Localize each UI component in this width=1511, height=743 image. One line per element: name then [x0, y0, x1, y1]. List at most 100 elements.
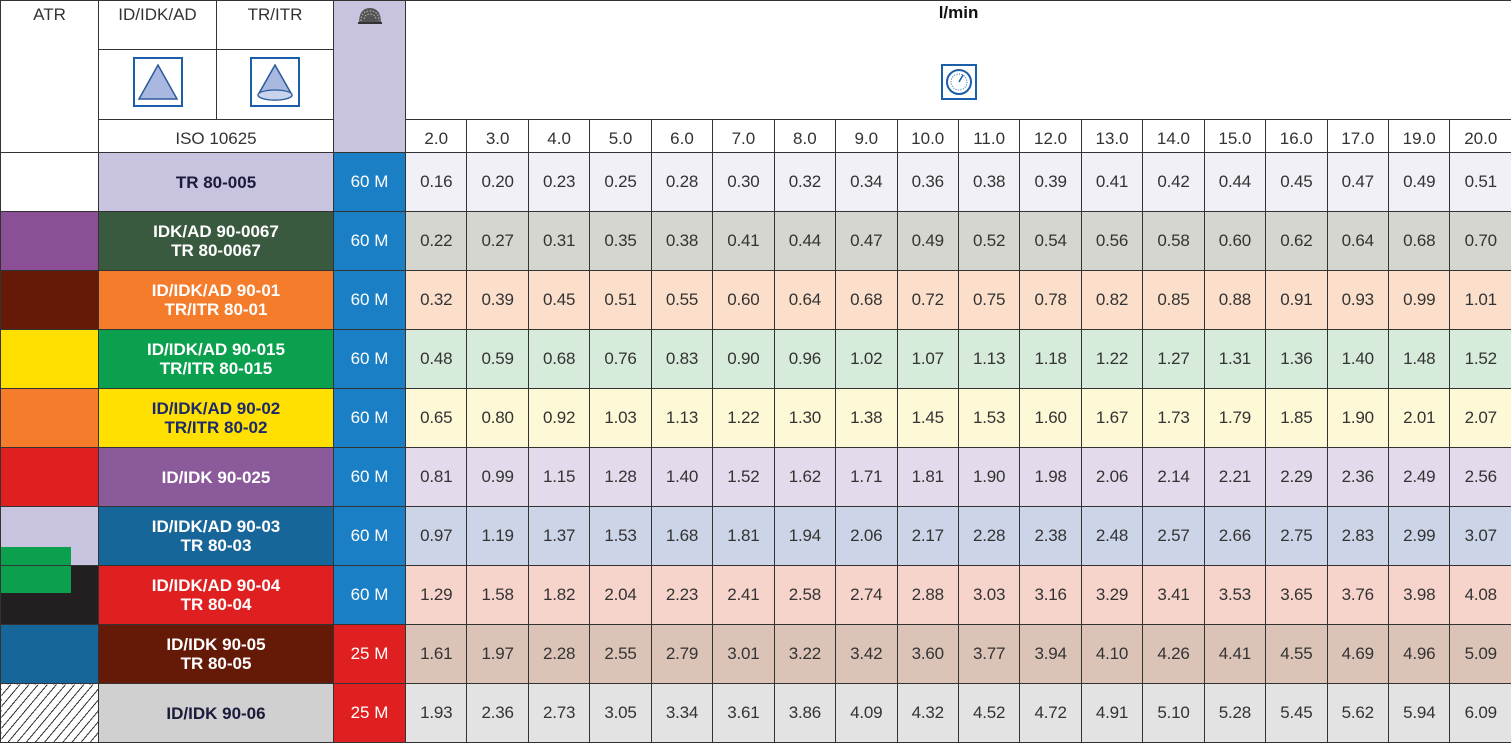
flow-value: 0.35 — [590, 212, 651, 271]
flow-value: 3.01 — [713, 625, 774, 684]
flow-value: 0.41 — [1081, 153, 1142, 212]
name-line: TR 80-05 — [99, 654, 333, 673]
flow-value: 0.51 — [1450, 153, 1511, 212]
flow-value: 0.68 — [528, 330, 589, 389]
flow-value: 2.38 — [1020, 507, 1081, 566]
flow-rate: 3.0 — [467, 120, 528, 153]
flow-value: 1.29 — [406, 566, 467, 625]
flow-value: 1.02 — [836, 330, 897, 389]
flow-value: 3.61 — [713, 684, 774, 743]
flow-value: 2.14 — [1143, 448, 1204, 507]
flow-value: 0.23 — [528, 153, 589, 212]
flow-value: 1.79 — [1204, 389, 1265, 448]
flow-value: 0.85 — [1143, 271, 1204, 330]
flow-value: 0.99 — [1389, 271, 1450, 330]
flow-rate: 2.0 — [406, 120, 467, 153]
flow-value: 0.31 — [528, 212, 589, 271]
flow-value: 1.94 — [774, 507, 835, 566]
flow-value: 0.49 — [1389, 153, 1450, 212]
flow-value: 1.81 — [713, 507, 774, 566]
flow-value: 0.45 — [1266, 153, 1327, 212]
flow-value: 2.01 — [1389, 389, 1450, 448]
flow-value: 2.74 — [836, 566, 897, 625]
filter-size: 60 M — [334, 566, 406, 625]
nozzle-name: ID/IDK 90-025 — [99, 448, 334, 507]
flow-value: 0.51 — [590, 271, 651, 330]
flow-rate: 8.0 — [774, 120, 835, 153]
name-line: ID/IDK/AD 90-02 — [99, 399, 333, 418]
flow-value: 4.26 — [1143, 625, 1204, 684]
filter-size: 25 M — [334, 625, 406, 684]
flow-value: 3.16 — [1020, 566, 1081, 625]
flow-value: 2.99 — [1389, 507, 1450, 566]
flow-value: 5.62 — [1327, 684, 1388, 743]
flow-value: 3.05 — [590, 684, 651, 743]
name-line: TR 80-005 — [99, 173, 333, 192]
atr-color — [1, 625, 99, 684]
gauge-icon — [941, 64, 977, 100]
flow-value: 1.53 — [958, 389, 1019, 448]
flow-value: 1.31 — [1204, 330, 1265, 389]
name-line: TR 80-0067 — [99, 241, 333, 260]
flow-value: 0.44 — [1204, 153, 1265, 212]
name-line: IDK/AD 90-0067 — [99, 222, 333, 241]
name-line: ID/IDK 90-06 — [99, 704, 333, 723]
atr-color — [1, 448, 99, 507]
flow-value: 0.36 — [897, 153, 958, 212]
flow-value: 3.41 — [1143, 566, 1204, 625]
flow-value: 0.52 — [958, 212, 1019, 271]
flow-value: 3.86 — [774, 684, 835, 743]
flow-rate: 12.0 — [1020, 120, 1081, 153]
flow-value: 0.44 — [774, 212, 835, 271]
flow-value: 0.34 — [836, 153, 897, 212]
flow-value: 2.17 — [897, 507, 958, 566]
flow-value: 0.64 — [774, 271, 835, 330]
flow-value: 0.83 — [651, 330, 712, 389]
flow-value: 1.30 — [774, 389, 835, 448]
name-line: ID/IDK/AD 90-01 — [99, 281, 333, 300]
unit-header: l/min — [406, 1, 1511, 50]
flow-value: 1.97 — [467, 625, 528, 684]
flow-value: 1.18 — [1020, 330, 1081, 389]
flow-value: 2.73 — [528, 684, 589, 743]
flow-value: 1.15 — [528, 448, 589, 507]
flow-value: 2.41 — [713, 566, 774, 625]
flow-value: 2.79 — [651, 625, 712, 684]
flow-value: 0.41 — [713, 212, 774, 271]
flow-value: 0.97 — [406, 507, 467, 566]
flow-value: 0.54 — [1020, 212, 1081, 271]
filter-size: 60 M — [334, 330, 406, 389]
flow-value: 2.07 — [1450, 389, 1511, 448]
flow-rate: 11.0 — [958, 120, 1019, 153]
filter-icon — [357, 5, 383, 25]
flow-value: 3.76 — [1327, 566, 1388, 625]
flow-rate: 6.0 — [651, 120, 712, 153]
flow-rate: 14.0 — [1143, 120, 1204, 153]
flow-value: 1.40 — [1327, 330, 1388, 389]
flow-value: 0.56 — [1081, 212, 1142, 271]
flow-value: 1.90 — [1327, 389, 1388, 448]
flow-value: 3.60 — [897, 625, 958, 684]
flow-value: 1.67 — [1081, 389, 1142, 448]
flow-value: 0.90 — [713, 330, 774, 389]
standard-label: ISO 10625 — [99, 120, 334, 153]
flow-value: 0.68 — [1389, 212, 1450, 271]
flow-value: 4.96 — [1389, 625, 1450, 684]
flow-value: 1.19 — [467, 507, 528, 566]
flow-value: 0.81 — [406, 448, 467, 507]
flow-value: 0.82 — [1081, 271, 1142, 330]
flow-value: 0.16 — [406, 153, 467, 212]
flow-value: 2.06 — [836, 507, 897, 566]
flow-value: 3.29 — [1081, 566, 1142, 625]
flow-value: 4.69 — [1327, 625, 1388, 684]
name-line: ID/IDK/AD 90-015 — [99, 340, 333, 359]
flow-value: 1.13 — [958, 330, 1019, 389]
flow-value: 0.48 — [406, 330, 467, 389]
flow-value: 5.45 — [1266, 684, 1327, 743]
flow-value: 4.41 — [1204, 625, 1265, 684]
